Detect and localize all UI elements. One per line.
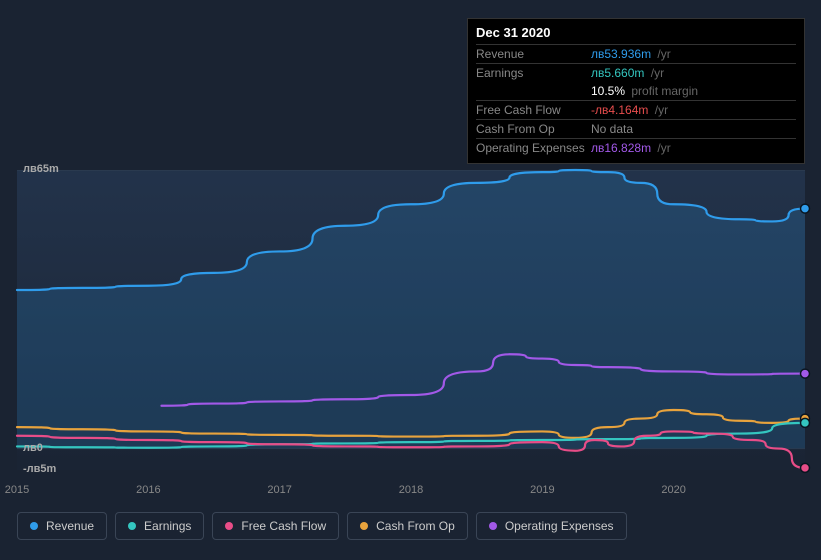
- end-marker: [801, 204, 810, 213]
- tooltip-title: Dec 31 2020: [476, 25, 796, 44]
- tooltip-label: [476, 84, 591, 98]
- tooltip-value: лв5.660m /yr: [591, 66, 664, 80]
- tooltip-row: 10.5% profit margin: [476, 82, 796, 100]
- tooltip-value: 10.5% profit margin: [591, 84, 698, 98]
- legend-dot-icon: [225, 522, 233, 530]
- tooltip-label: Free Cash Flow: [476, 103, 591, 117]
- tooltip-row: Revenueлв53.936m /yr: [476, 44, 796, 63]
- legend-label: Free Cash Flow: [241, 519, 326, 533]
- x-axis-label: 2018: [399, 484, 423, 496]
- tooltip-value: лв53.936m /yr: [591, 47, 671, 61]
- tooltip-value: No data: [591, 122, 633, 136]
- y-axis-label: лв0: [23, 442, 43, 454]
- tooltip-row: Free Cash Flow-лв4.164m /yr: [476, 100, 796, 119]
- chart-lines: [17, 170, 805, 470]
- x-axis-label: 2015: [5, 484, 29, 496]
- legend-label: Earnings: [144, 519, 191, 533]
- tooltip-label: Cash From Op: [476, 122, 591, 136]
- legend-dot-icon: [360, 522, 368, 530]
- tooltip-value: -лв4.164m /yr: [591, 103, 668, 117]
- legend-item[interactable]: Earnings: [115, 512, 204, 540]
- tooltip-row: Earningsлв5.660m /yr: [476, 63, 796, 82]
- tooltip-row: Cash From OpNo data: [476, 119, 796, 138]
- chart-tooltip: Dec 31 2020 Revenueлв53.936m /yrEarnings…: [467, 18, 805, 164]
- legend-item[interactable]: Revenue: [17, 512, 107, 540]
- legend-item[interactable]: Cash From Op: [347, 512, 468, 540]
- legend-label: Operating Expenses: [505, 519, 614, 533]
- chart-legend: Revenue Earnings Free Cash Flow Cash From O…: [17, 512, 627, 540]
- legend-label: Revenue: [46, 519, 94, 533]
- tooltip-value: лв16.828m /yr: [591, 141, 671, 155]
- legend-dot-icon: [128, 522, 136, 530]
- end-marker: [801, 418, 810, 427]
- x-axis: 201520162017201820192020: [17, 480, 805, 500]
- financial-chart[interactable]: лв65mлв0-лв5m 201520162017201820192020: [17, 155, 805, 495]
- end-marker: [801, 463, 810, 472]
- tooltip-label: Operating Expenses: [476, 141, 591, 155]
- y-axis-label: -лв5m: [23, 463, 56, 475]
- x-axis-label: 2016: [136, 484, 160, 496]
- x-axis-label: 2019: [530, 484, 554, 496]
- x-axis-label: 2020: [661, 484, 685, 496]
- tooltip-label: Earnings: [476, 66, 591, 80]
- legend-dot-icon: [30, 522, 38, 530]
- tooltip-label: Revenue: [476, 47, 591, 61]
- legend-dot-icon: [489, 522, 497, 530]
- legend-label: Cash From Op: [376, 519, 455, 533]
- y-axis-label: лв65m: [23, 163, 59, 175]
- legend-item[interactable]: Free Cash Flow: [212, 512, 339, 540]
- legend-item[interactable]: Operating Expenses: [476, 512, 627, 540]
- x-axis-label: 2017: [267, 484, 291, 496]
- end-marker: [801, 369, 810, 378]
